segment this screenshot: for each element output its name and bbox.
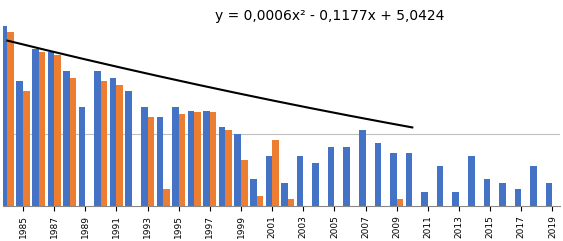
Bar — [48, 52, 54, 206]
Text: y = 0,0006x² - 0,1177x + 5,0424: y = 0,0006x² - 0,1177x + 5,0424 — [215, 9, 444, 23]
Bar — [157, 117, 163, 206]
Bar — [117, 85, 123, 206]
Bar — [163, 189, 169, 206]
Bar — [499, 183, 506, 206]
Bar — [148, 117, 154, 206]
Bar — [79, 107, 86, 206]
Bar — [126, 91, 132, 206]
Bar — [172, 107, 178, 206]
Bar — [16, 81, 23, 206]
Bar — [63, 71, 70, 206]
Bar — [110, 78, 117, 206]
Bar — [234, 134, 241, 206]
Bar — [1, 26, 7, 206]
Bar — [210, 112, 216, 206]
Bar — [288, 199, 294, 206]
Bar — [421, 192, 428, 206]
Bar — [468, 156, 475, 206]
Bar — [7, 32, 14, 206]
Bar — [178, 114, 185, 206]
Bar — [546, 183, 552, 206]
Bar — [530, 166, 537, 206]
Bar — [70, 78, 76, 206]
Bar — [188, 111, 194, 206]
Bar — [194, 112, 201, 206]
Bar — [281, 183, 288, 206]
Bar — [515, 189, 521, 206]
Bar — [453, 192, 459, 206]
Bar — [328, 147, 334, 206]
Bar — [312, 163, 319, 206]
Bar — [484, 179, 490, 206]
Bar — [437, 166, 444, 206]
Bar — [272, 140, 279, 206]
Bar — [141, 107, 148, 206]
Bar — [374, 143, 381, 206]
Bar — [241, 160, 248, 206]
Bar — [390, 153, 397, 206]
Bar — [257, 196, 263, 206]
Bar — [101, 81, 108, 206]
Bar — [219, 127, 225, 206]
Bar — [343, 147, 350, 206]
Bar — [397, 199, 403, 206]
Bar — [95, 71, 101, 206]
Bar — [39, 52, 45, 206]
Bar — [225, 130, 232, 206]
Bar — [406, 153, 412, 206]
Bar — [54, 55, 61, 206]
Bar — [266, 156, 272, 206]
Bar — [297, 156, 303, 206]
Bar — [250, 179, 257, 206]
Bar — [203, 111, 210, 206]
Bar — [359, 130, 365, 206]
Bar — [23, 91, 30, 206]
Bar — [32, 48, 39, 206]
